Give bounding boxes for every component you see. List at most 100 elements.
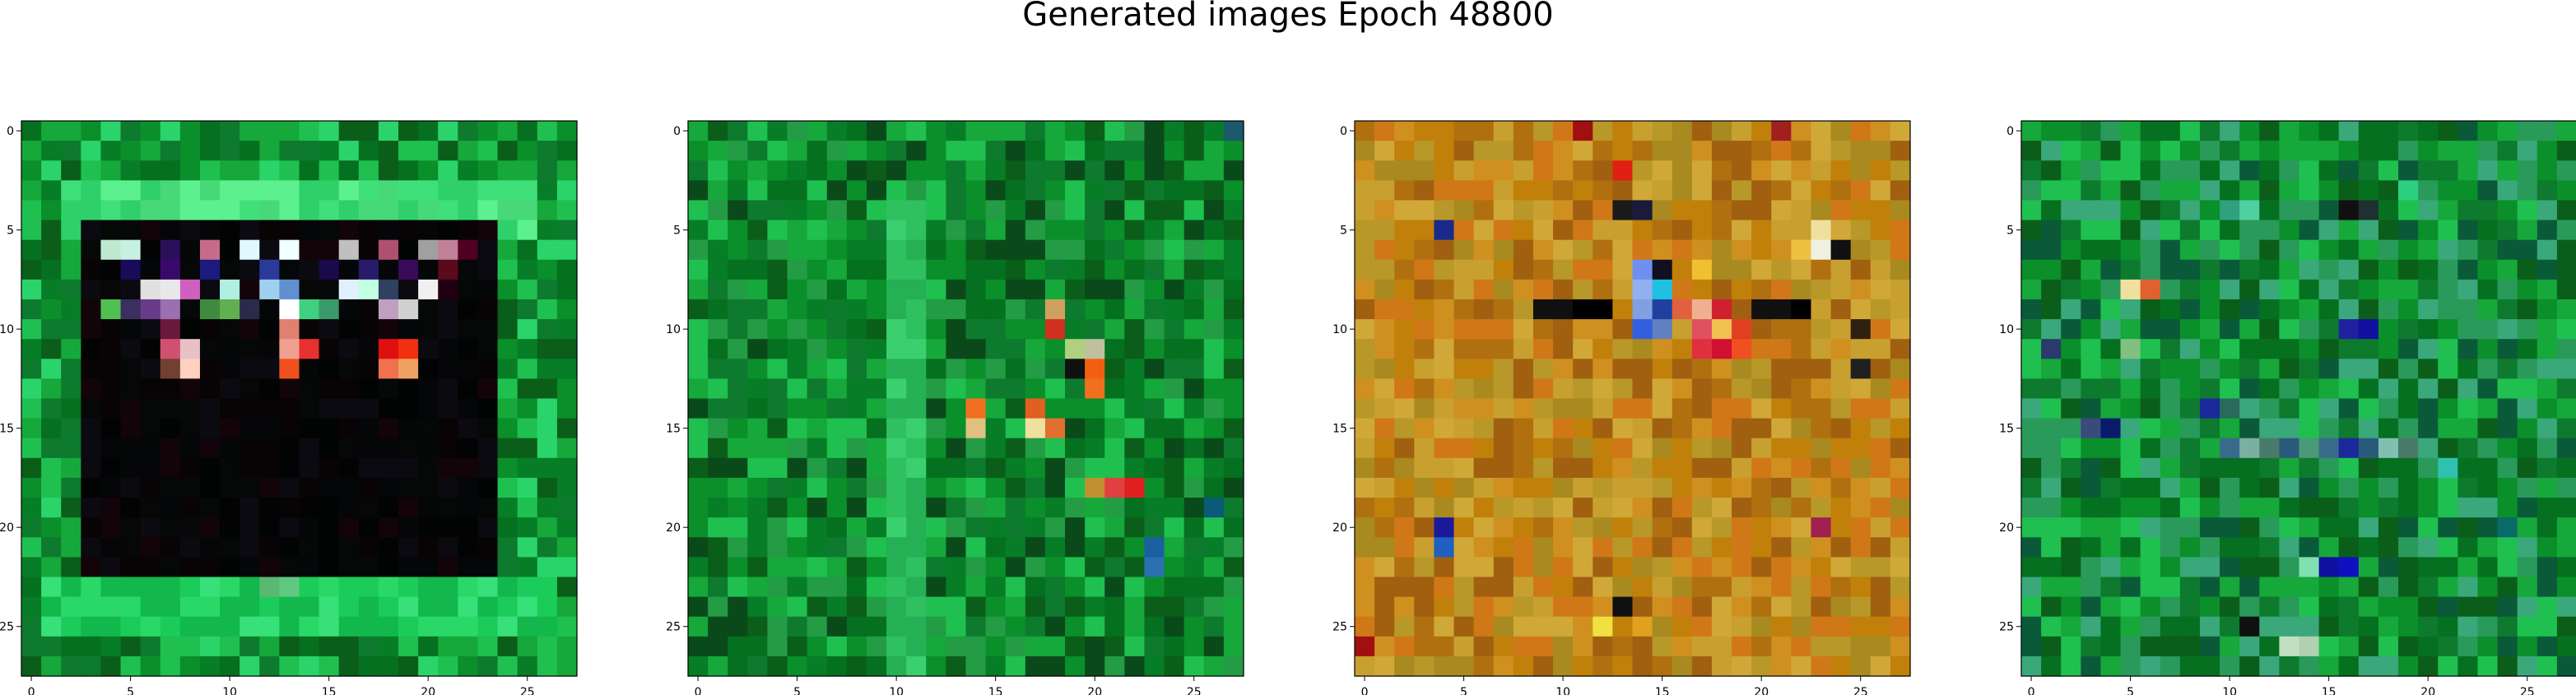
heatmap-cell xyxy=(1652,537,1673,558)
heatmap-cell xyxy=(517,200,538,221)
heatmap-cell xyxy=(2279,239,2300,261)
heatmap-cell xyxy=(2220,636,2240,657)
heatmap-cell xyxy=(418,319,439,340)
heatmap-cell xyxy=(1374,200,1395,221)
heatmap-cell xyxy=(2220,656,2240,677)
heatmap-cell xyxy=(140,577,161,598)
heatmap-cell xyxy=(1044,596,1066,618)
heatmap-cell xyxy=(2100,378,2122,400)
heatmap-cell xyxy=(2061,121,2081,141)
heatmap-cell xyxy=(906,557,927,578)
heatmap-cell xyxy=(1493,616,1514,637)
heatmap-cell xyxy=(2100,477,2122,498)
heatmap-cell xyxy=(1573,121,1593,141)
heatmap-cell xyxy=(279,457,300,479)
heatmap-cell xyxy=(477,557,499,578)
heatmap-cell xyxy=(1355,121,1375,141)
heatmap-cell xyxy=(2220,200,2240,221)
heatmap-cell xyxy=(2279,200,2300,221)
heatmap-cell xyxy=(2259,498,2280,518)
heatmap-cell xyxy=(477,200,499,221)
heatmap-cell xyxy=(846,557,867,578)
heatmap-cell xyxy=(906,319,927,340)
heatmap-cell xyxy=(537,180,558,202)
heatmap-cell xyxy=(61,319,81,340)
heatmap-cell xyxy=(1652,239,1673,261)
heatmap-cell xyxy=(1890,418,1911,439)
heatmap-cell xyxy=(2259,378,2280,400)
heatmap-cell xyxy=(1513,557,1534,578)
heatmap-cell xyxy=(2100,457,2122,479)
heatmap-cell xyxy=(220,180,240,202)
heatmap-cell xyxy=(2358,180,2379,202)
heatmap-cell xyxy=(1203,498,1225,518)
heatmap-cell xyxy=(1553,477,1574,498)
heatmap-cell xyxy=(1164,279,1185,300)
heatmap-cell xyxy=(1711,418,1732,439)
heatmap-cell xyxy=(2081,498,2102,518)
heatmap-cell xyxy=(886,279,907,300)
heatmap-cell xyxy=(1025,378,1046,400)
heatmap-cell xyxy=(517,259,538,280)
heatmap-cell xyxy=(1732,259,1752,280)
heatmap-cell xyxy=(1493,160,1514,181)
heatmap-cell xyxy=(259,537,280,558)
heatmap-cell xyxy=(2398,359,2419,379)
heatmap-cell xyxy=(319,359,340,379)
heatmap-cell xyxy=(279,299,300,320)
heatmap-cell xyxy=(1493,398,1514,419)
heatmap-cell xyxy=(1573,299,1593,320)
heatmap-cell xyxy=(120,418,142,439)
heatmap-cell xyxy=(458,319,479,340)
heatmap-cell xyxy=(1164,359,1185,379)
heatmap-cell xyxy=(537,141,558,161)
heatmap-cell xyxy=(378,498,399,518)
heatmap-cell xyxy=(1183,457,1205,479)
heatmap-cell xyxy=(1374,577,1395,598)
heatmap-cell xyxy=(458,477,479,498)
heatmap-cell xyxy=(2378,259,2399,280)
heatmap-cell xyxy=(1434,656,1455,677)
heatmap-cell xyxy=(2438,498,2458,518)
y-tick-label: 10 xyxy=(666,323,681,336)
heatmap-cell xyxy=(1830,438,1852,459)
heatmap-cell xyxy=(160,378,181,400)
heatmap-cell xyxy=(2220,279,2240,300)
heatmap-cell xyxy=(1144,636,1165,657)
heatmap-cell xyxy=(2140,577,2161,598)
heatmap-cell xyxy=(1672,457,1693,479)
heatmap-cell xyxy=(2318,359,2340,379)
heatmap-cell xyxy=(886,398,907,419)
heatmap-cell xyxy=(2556,239,2576,261)
heatmap-cell xyxy=(1005,279,1026,300)
heatmap-cell xyxy=(2536,259,2558,280)
heatmap-cell xyxy=(1532,339,1554,359)
heatmap-cell xyxy=(1124,319,1146,340)
heatmap-cell xyxy=(1732,636,1752,657)
heatmap-cell xyxy=(61,398,81,419)
heatmap-cell xyxy=(1044,160,1066,181)
heatmap-cell xyxy=(1065,279,1086,300)
heatmap-cell xyxy=(1672,279,1693,300)
heatmap-cell xyxy=(728,200,748,221)
heatmap-cell xyxy=(1493,141,1514,161)
heatmap-cell xyxy=(358,200,379,221)
heatmap-cell xyxy=(81,577,102,598)
heatmap-cell xyxy=(2457,141,2479,161)
heatmap-cell xyxy=(1632,438,1653,459)
heatmap-cell xyxy=(708,141,728,161)
heatmap-cell xyxy=(2279,160,2300,181)
heatmap-cell xyxy=(239,141,260,161)
heatmap-cell xyxy=(1005,121,1026,141)
heatmap-cell xyxy=(21,616,42,637)
heatmap-cell xyxy=(259,259,280,280)
heatmap-cell xyxy=(1632,299,1653,320)
heatmap-cell xyxy=(906,498,927,518)
heatmap-cell xyxy=(1065,596,1086,618)
heatmap-cell xyxy=(1870,319,1891,340)
heatmap-cell xyxy=(1473,398,1495,419)
heatmap-cell xyxy=(1573,319,1593,340)
heatmap-cell xyxy=(160,656,181,677)
heatmap-cell xyxy=(259,517,280,538)
heatmap-cell xyxy=(926,279,946,300)
